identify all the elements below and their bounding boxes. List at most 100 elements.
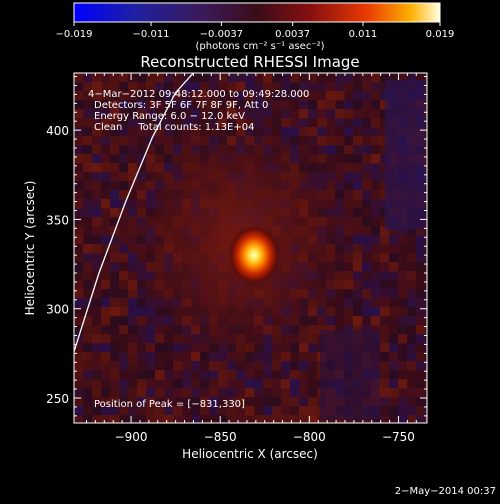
texture-cell: [308, 73, 318, 83]
texture-cell: [353, 73, 363, 83]
texture-cell: [182, 361, 192, 371]
texture-cell: [101, 199, 111, 209]
texture-cell: [155, 100, 165, 110]
texture-cell: [272, 100, 282, 110]
y-tick-label: 300: [46, 303, 69, 317]
texture-cell: [371, 82, 381, 92]
texture-cell: [335, 145, 345, 155]
texture-cell: [362, 244, 372, 254]
texture-cell: [227, 379, 237, 389]
texture-cell: [398, 379, 408, 389]
texture-cell: [344, 109, 354, 119]
texture-cell: [146, 109, 156, 119]
texture-cell: [83, 352, 93, 362]
texture-cell: [164, 370, 174, 380]
texture-cell: [92, 406, 102, 416]
texture-cell: [74, 379, 84, 389]
texture-cell: [191, 361, 201, 371]
texture-cell: [371, 307, 381, 317]
footer-date: 2−May−2014 00:37: [395, 486, 496, 497]
texture-cell: [335, 136, 345, 146]
texture-cell: [92, 154, 102, 164]
texture-cell: [92, 415, 102, 423]
texture-cell: [362, 172, 372, 182]
texture-cell: [173, 370, 183, 380]
texture-cell: [371, 271, 381, 281]
texture-cell: [83, 217, 93, 227]
texture-cell: [83, 172, 93, 182]
texture-cell: [425, 91, 427, 101]
texture-cell: [74, 190, 84, 200]
texture-cell: [353, 298, 363, 308]
texture-cell: [371, 136, 381, 146]
texture-cell: [110, 190, 120, 200]
texture-cell: [425, 352, 427, 362]
texture-cell: [119, 343, 129, 353]
texture-cell: [137, 370, 147, 380]
texture-cell: [110, 235, 120, 245]
x-tick-label: −900: [115, 430, 148, 444]
texture-cell: [425, 406, 427, 416]
texture-cell: [92, 208, 102, 218]
texture-cell: [398, 253, 408, 263]
texture-cell: [92, 334, 102, 344]
texture-cell: [128, 406, 138, 416]
texture-cell: [92, 244, 102, 254]
texture-cell: [164, 352, 174, 362]
texture-cell: [200, 397, 210, 407]
texture-cell: [335, 82, 345, 92]
y-tick-label: 400: [46, 124, 69, 138]
texture-cell: [227, 100, 237, 110]
texture-cell: [101, 136, 111, 146]
texture-cell: [344, 307, 354, 317]
texture-cell: [128, 100, 138, 110]
texture-cell: [182, 415, 192, 423]
colorbar-tick-label: 0.011: [349, 29, 378, 40]
texture-cell: [389, 235, 399, 245]
texture-cell: [164, 379, 174, 389]
texture-cell: [218, 100, 228, 110]
texture-cell: [362, 163, 372, 173]
texture-cell: [137, 343, 147, 353]
texture-cell: [425, 172, 427, 182]
texture-cell: [308, 127, 318, 137]
texture-cell: [119, 82, 129, 92]
texture-cell: [101, 316, 111, 326]
texture-cell: [182, 397, 192, 407]
texture-cell: [101, 100, 111, 110]
annotation-energy: Energy Range: 6.0 − 12.0 keV: [94, 111, 245, 122]
texture-cell: [380, 388, 390, 398]
texture-cell: [173, 361, 183, 371]
texture-cell: [110, 163, 120, 173]
texture-cell: [173, 100, 183, 110]
texture-cell: [146, 397, 156, 407]
texture-cell: [74, 154, 84, 164]
texture-cell: [407, 316, 417, 326]
texture-cell: [110, 127, 120, 137]
texture-cell: [425, 217, 427, 227]
texture-cell: [119, 73, 129, 83]
texture-cell: [362, 262, 372, 272]
texture-cell: [398, 307, 408, 317]
texture-cell: [101, 307, 111, 317]
texture-cell: [407, 415, 417, 423]
texture-cell: [200, 100, 210, 110]
texture-cell: [380, 397, 390, 407]
texture-cell: [110, 73, 120, 83]
texture-cell: [92, 163, 102, 173]
texture-cell: [344, 73, 354, 83]
texture-cell: [92, 307, 102, 317]
texture-cell: [425, 289, 427, 299]
texture-cell: [281, 406, 291, 416]
texture-cell: [110, 325, 120, 335]
texture-cell: [110, 217, 120, 227]
texture-cell: [92, 181, 102, 191]
texture-cell: [425, 136, 427, 146]
texture-cell: [398, 316, 408, 326]
texture-cell: [407, 289, 417, 299]
peak-source: [228, 225, 281, 286]
texture-cell: [353, 190, 363, 200]
texture-cell: [371, 289, 381, 299]
texture-cell: [83, 271, 93, 281]
